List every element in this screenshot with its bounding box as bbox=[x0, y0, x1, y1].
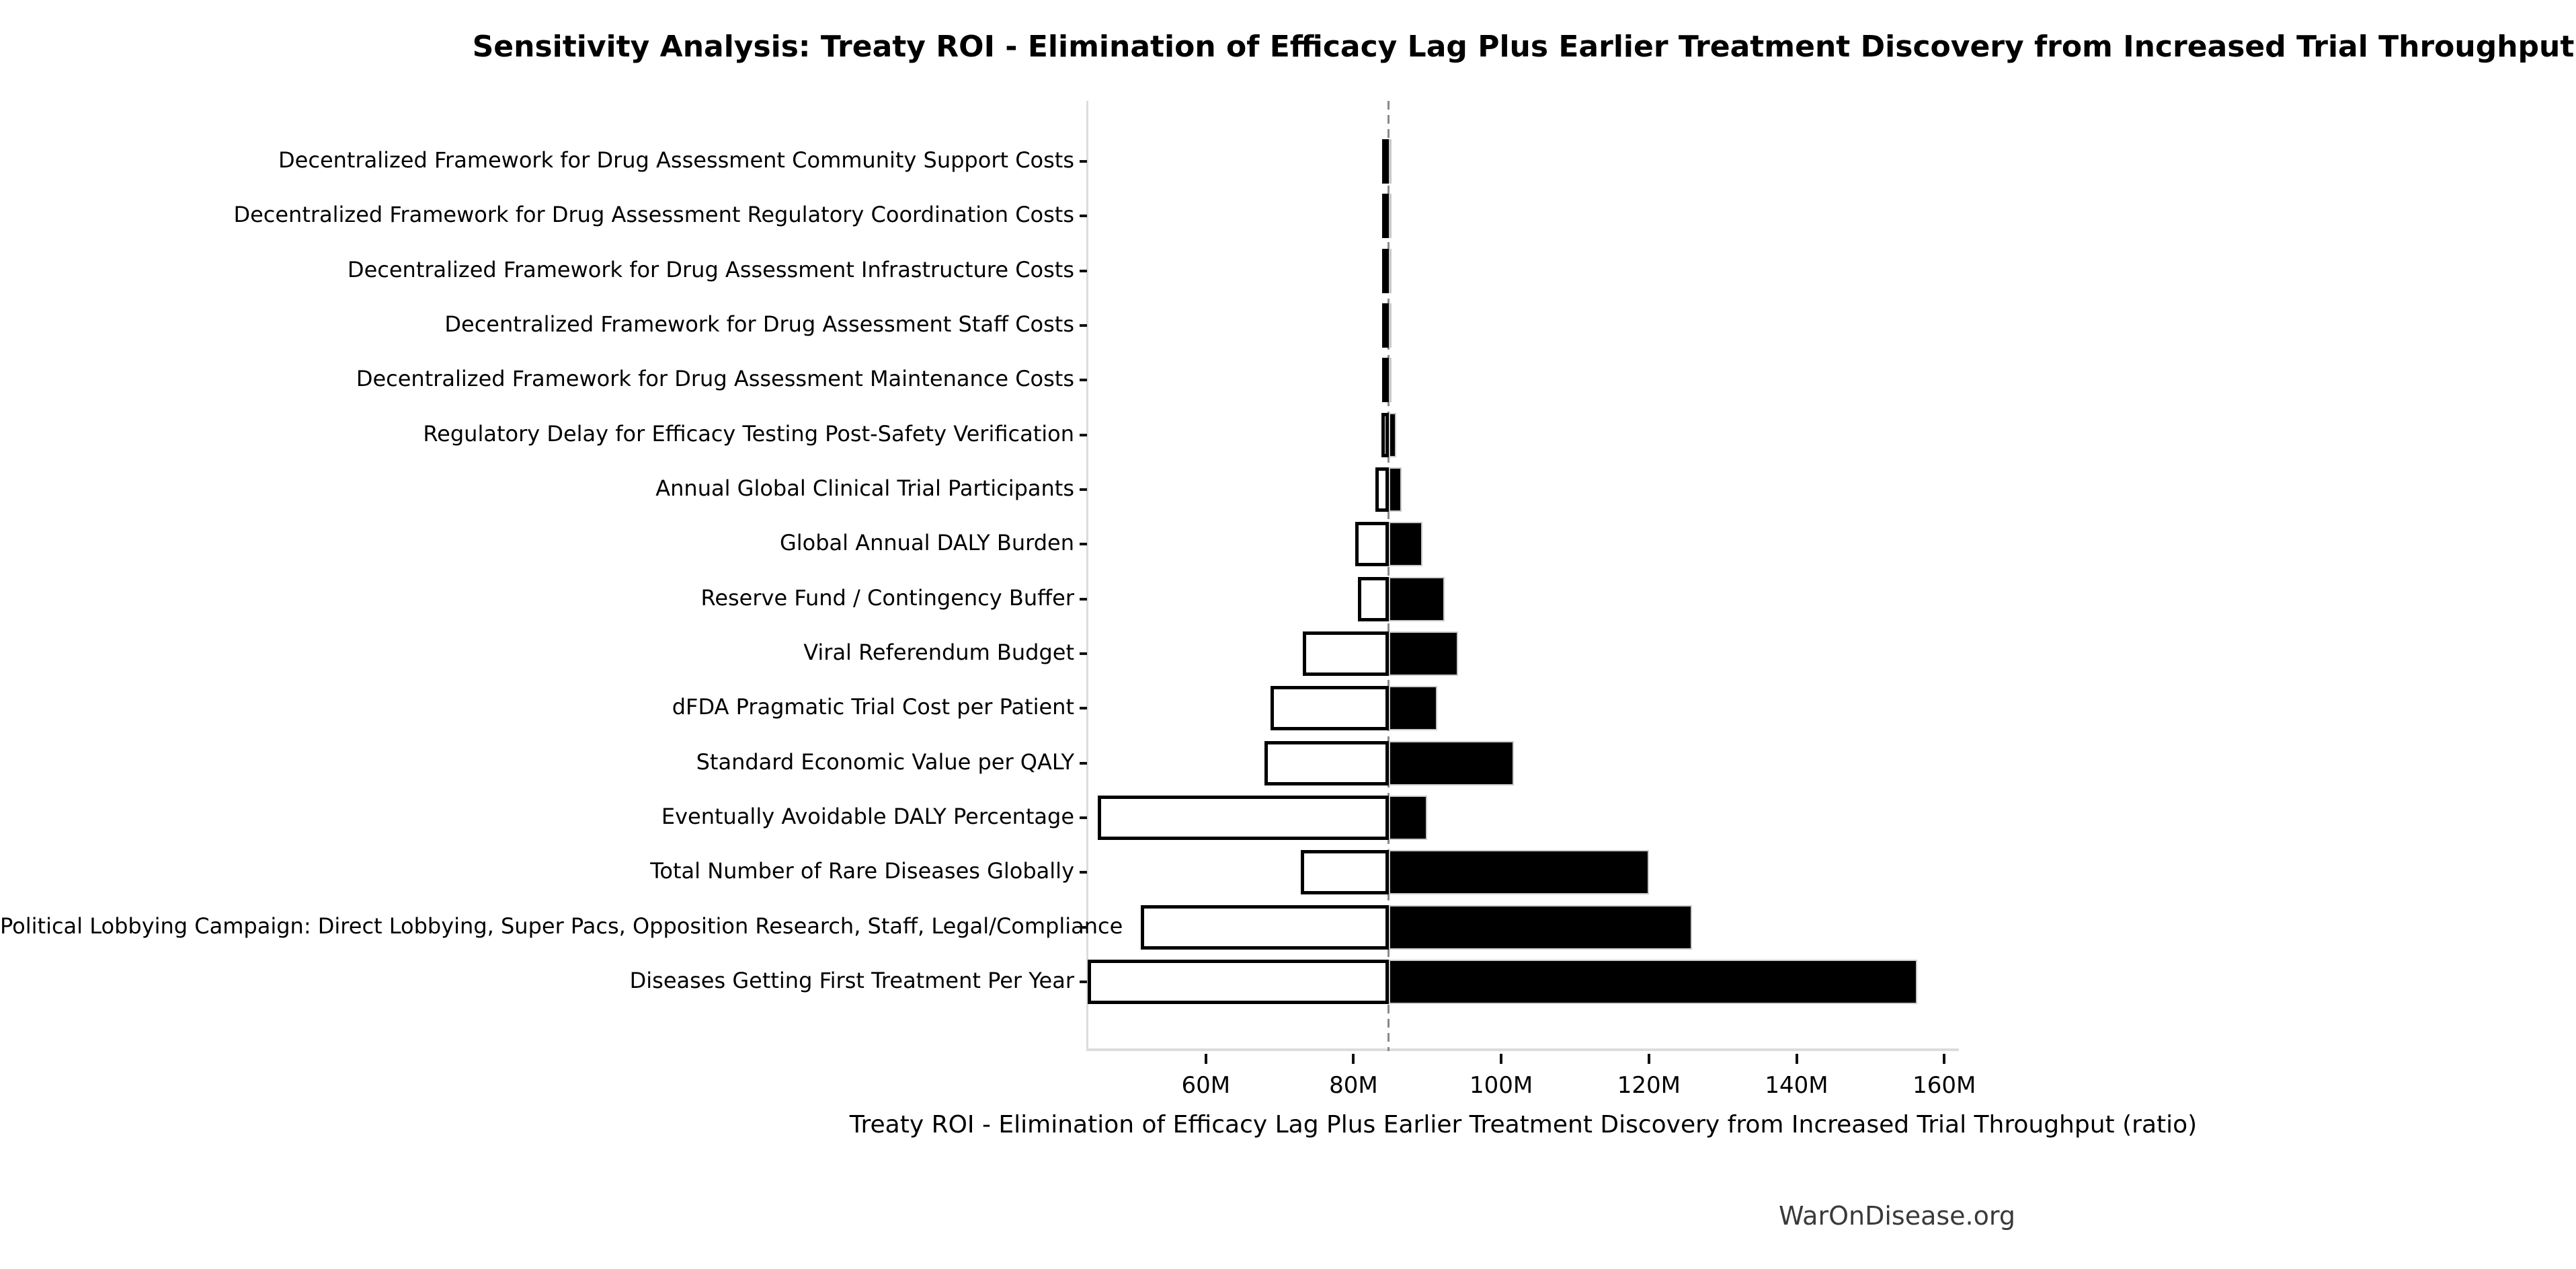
x-tick bbox=[1943, 1054, 1946, 1064]
tornado-bar-low bbox=[1098, 795, 1389, 840]
y-axis-label: dFDA Pragmatic Trial Cost per Patient bbox=[672, 694, 1074, 720]
y-axis-label: Total Number of Rare Diseases Globally bbox=[650, 858, 1074, 884]
tornado-bar-low bbox=[1264, 740, 1389, 785]
y-tick bbox=[1080, 761, 1087, 765]
y-axis-label: Global Annual DALY Burden bbox=[779, 530, 1074, 556]
tornado-bar-high bbox=[1388, 686, 1437, 731]
y-tick bbox=[1080, 215, 1087, 218]
y-tick bbox=[1080, 871, 1087, 874]
x-axis-label: Treaty ROI - Elimination of Efficacy Lag… bbox=[849, 1111, 2198, 1139]
baseline-marker bbox=[1387, 101, 1390, 1051]
y-tick bbox=[1080, 980, 1087, 983]
tornado-bar-high bbox=[1388, 740, 1514, 785]
tornado-bar-low bbox=[1355, 522, 1389, 567]
tornado-bar-high bbox=[1388, 412, 1397, 457]
y-tick bbox=[1080, 597, 1087, 601]
y-tick bbox=[1080, 379, 1087, 382]
y-tick bbox=[1080, 925, 1087, 929]
tornado-bar-high bbox=[1388, 194, 1392, 239]
tornado-bar-low bbox=[1302, 631, 1389, 676]
y-tick bbox=[1080, 488, 1087, 491]
y-tick bbox=[1080, 652, 1087, 655]
chart-title: Sensitivity Analysis: Treaty ROI - Elimi… bbox=[472, 30, 2575, 64]
y-axis-label: Regulatory Delay for Efficacy Testing Po… bbox=[423, 420, 1074, 447]
y-axis-label: Reserve Fund / Contingency Buffer bbox=[700, 584, 1074, 611]
x-tick-label: 80M bbox=[1329, 1072, 1378, 1099]
tornado-bar-high bbox=[1388, 358, 1392, 403]
tornado-bar-low bbox=[1375, 467, 1389, 512]
y-axis-label: Annual Global Clinical Trial Participant… bbox=[655, 475, 1074, 501]
tornado-bar-high bbox=[1388, 139, 1392, 184]
y-axis-label: Decentralized Framework for Drug Assessm… bbox=[356, 366, 1074, 392]
tornado-bar-low bbox=[1141, 905, 1389, 950]
tornado-bar-low bbox=[1381, 412, 1389, 457]
y-axis-label: Eventually Avoidable DALY Percentage bbox=[661, 803, 1074, 829]
x-tick-label: 120M bbox=[1617, 1072, 1681, 1099]
tornado-bar-high bbox=[1388, 303, 1392, 348]
y-tick bbox=[1080, 707, 1087, 710]
x-tick bbox=[1500, 1054, 1503, 1064]
tornado-bar-low bbox=[1381, 139, 1389, 184]
x-tick-label: 140M bbox=[1765, 1072, 1828, 1099]
tornado-bar-high bbox=[1388, 850, 1649, 895]
x-tick-label: 60M bbox=[1181, 1072, 1231, 1099]
y-tick bbox=[1080, 816, 1087, 819]
plot-area bbox=[1086, 101, 1959, 1051]
x-tick bbox=[1795, 1054, 1798, 1064]
x-tick-label: 160M bbox=[1913, 1072, 1976, 1099]
tornado-bar-high bbox=[1388, 905, 1692, 950]
tornado-bar-high bbox=[1388, 959, 1917, 1004]
y-axis-label: Viral Referendum Budget bbox=[803, 639, 1074, 665]
x-tick bbox=[1352, 1054, 1355, 1064]
y-tick bbox=[1080, 323, 1087, 327]
y-tick bbox=[1080, 543, 1087, 546]
x-tick bbox=[1204, 1054, 1207, 1064]
tornado-bar-low bbox=[1381, 303, 1389, 348]
tornado-bar-low bbox=[1088, 959, 1389, 1004]
tornado-bar-high bbox=[1388, 631, 1459, 676]
y-axis-label: Decentralized Framework for Drug Assessm… bbox=[444, 311, 1074, 337]
x-tick bbox=[1647, 1054, 1650, 1064]
y-tick bbox=[1080, 269, 1087, 272]
tornado-bar-low bbox=[1381, 248, 1389, 293]
tornado-bar-high bbox=[1388, 467, 1402, 512]
y-axis-label: Standard Economic Value per QALY bbox=[696, 748, 1074, 775]
y-axis-label: Decentralized Framework for Drug Assessm… bbox=[278, 147, 1074, 173]
tornado-bar-high bbox=[1388, 248, 1392, 293]
y-tick bbox=[1080, 433, 1087, 436]
tornado-bar-high bbox=[1388, 576, 1445, 621]
tornado-bar-low bbox=[1381, 194, 1389, 239]
y-tick bbox=[1080, 160, 1087, 163]
tornado-bar-low bbox=[1271, 686, 1389, 731]
x-tick-label: 100M bbox=[1470, 1072, 1533, 1099]
y-axis-label: Decentralized Framework for Drug Assessm… bbox=[347, 256, 1074, 282]
y-axis-label: Political Lobbying Campaign: Direct Lobb… bbox=[0, 913, 1123, 939]
footer-watermark: WarOnDisease.org bbox=[1779, 1201, 2015, 1231]
tornado-bar-low bbox=[1358, 576, 1389, 621]
tornado-bar-low bbox=[1301, 850, 1389, 895]
tornado-bar-high bbox=[1388, 522, 1422, 567]
y-axis-label: Decentralized Framework for Drug Assessm… bbox=[233, 202, 1074, 228]
y-axis-label: Diseases Getting First Treatment Per Yea… bbox=[629, 967, 1074, 993]
tornado-bar-high bbox=[1388, 795, 1428, 840]
tornado-bar-low bbox=[1381, 358, 1389, 403]
